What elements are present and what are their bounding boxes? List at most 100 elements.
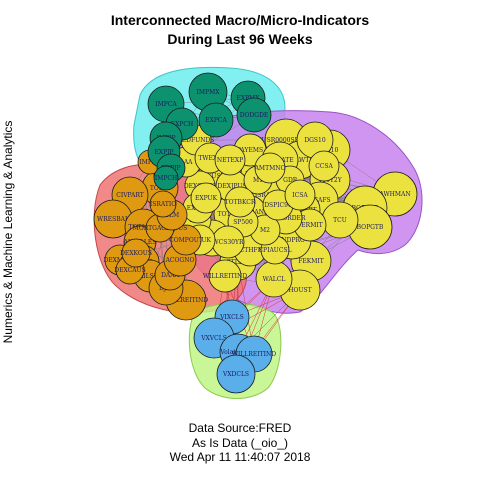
node-yellow-label: PERMIT	[297, 222, 322, 229]
node-teal-label: IMPMX	[197, 89, 221, 96]
node-teal-label: IMPCH	[155, 175, 177, 182]
node-orange-circle	[149, 190, 177, 218]
node-orange-circle	[170, 224, 202, 256]
node-yellow-label: WALCL	[263, 276, 286, 283]
node-orange-label: RETAILSMNSA	[126, 273, 174, 280]
node-yellow-label: DCOILWTICO	[279, 157, 321, 164]
node-teal-circle	[236, 97, 272, 133]
node-yellow: TOTBKCR	[224, 186, 256, 218]
node-teal: IMPMX	[188, 72, 228, 112]
node-teal-label: DODGDE	[240, 112, 269, 119]
footer-timestamp: Wed Apr 11 11:40:07 2018	[169, 450, 311, 464]
node-yellow-label: STLFSI	[227, 259, 250, 266]
node-orange-label: DEXKOUS	[120, 250, 152, 257]
node-teal-label: EXPMX	[236, 95, 260, 102]
node-yellow-label: AMTMNO	[254, 165, 286, 172]
node-orange-label: IMPFR	[139, 159, 161, 166]
node-yellow-circle	[190, 182, 222, 214]
node-orange-label: DAAA	[161, 272, 179, 279]
node-yellow-circle	[254, 152, 286, 184]
node-orange-label: SLM	[165, 212, 179, 219]
node-orange: COMPOUT	[169, 224, 203, 256]
node-orange-label: CIVPART	[116, 192, 144, 199]
node-teal-circle	[198, 102, 234, 138]
node-blue-label: VXDCLS	[222, 371, 249, 378]
node-yellow-label: WILLREITIND	[203, 273, 247, 280]
node-yellow-circle	[224, 186, 256, 218]
node-yellow-label: INDPRO	[279, 237, 305, 244]
node-blue: VXDCLS	[216, 354, 256, 394]
node-teal: DODGDE	[236, 97, 272, 133]
node-yellow-label: DEXJPUS	[218, 183, 247, 190]
node-yellow: AMTMNO	[254, 152, 286, 184]
footer-source: Data Source:FRED	[188, 421, 292, 435]
node-orange-label: WILLREITIND	[164, 297, 208, 304]
node-orange-label: ISRATIO	[150, 201, 176, 208]
node-yellow-label: HOUST	[288, 287, 311, 294]
node-orange-label: MORTGAGE15US	[133, 225, 188, 232]
node-yellow-label: NEWORDER	[267, 215, 306, 222]
figure-title-line2: During Last 96 Weeks	[167, 31, 313, 47]
node-teal: EXPCA	[198, 102, 234, 138]
node-yellow-label: DSPIC96	[264, 202, 292, 209]
node-yellow-label: DEXUSEU	[198, 173, 230, 180]
node-orange-label: ACOGNO	[165, 257, 195, 264]
node-teal-label: IMPCA	[155, 101, 177, 108]
node-yellow-circle	[284, 179, 316, 211]
node-orange-label: COMPOUT	[169, 237, 203, 244]
node-yellow-label: SP500	[233, 219, 253, 226]
node-yellow-label: NETEXP	[217, 157, 243, 164]
node-orange-circle	[121, 238, 151, 268]
node-yellow-label: M1	[253, 177, 263, 184]
node-yellow: WCS30YR	[211, 225, 245, 259]
node-yellow-label: WCS30YR	[213, 239, 244, 246]
footer-note: As Is Data (_oio_)	[191, 436, 289, 450]
node-yellow-label: BOPGTB	[357, 224, 384, 231]
node-yellow-label: DTCTHFNM	[231, 247, 269, 254]
node-yellow-label: T10Y2Y	[318, 177, 342, 184]
node-yellow: WILLREITIND	[203, 259, 247, 293]
node-yellow: NETEXP	[214, 144, 246, 176]
node-yellow-label: FEDFUNDS	[178, 137, 215, 144]
node-yellow-label: TCU	[333, 217, 347, 224]
figure-title-line1: Interconnected Macro/Micro-Indicators	[110, 12, 370, 28]
node-yellow-label: RSAFS	[309, 197, 330, 204]
node-teal-circle	[153, 165, 179, 191]
node-yellow-label: GDP	[283, 177, 297, 184]
node-yellow: EXPUK	[190, 182, 222, 214]
node-yellow-label: TOTBKCR	[225, 199, 256, 206]
node-yellow: TCU	[321, 201, 359, 239]
node-yellow: ICSA	[284, 179, 316, 211]
node-yellow: WALCL	[255, 260, 293, 298]
node-yellow-label: CPIAUCSL	[258, 247, 291, 254]
node-yellow-label: EXPUK	[195, 195, 218, 202]
node-yellow-circle	[214, 144, 246, 176]
graph-nodes: AWHMANBOPGTBBOPGTBCUSR0000SETB01FEKMITHO…	[93, 72, 418, 394]
node-yellow-label: M2	[260, 227, 270, 234]
node-orange: DEXKOUS	[120, 238, 152, 268]
node-yellow-label: AAA	[179, 159, 194, 166]
node-yellow-label: CUSR0000SETB01	[257, 137, 315, 144]
node-blue-label: VXVCLS	[200, 335, 227, 342]
node-teal-label: EXPCH	[171, 121, 194, 128]
node-blue-label: VIXCLS	[219, 314, 244, 321]
node-yellow-circle	[208, 259, 242, 293]
node-teal-label: EXPCA	[205, 117, 227, 124]
node-orange-label: WRESBAL	[97, 216, 129, 223]
node-yellow-label: PAYEMS	[237, 147, 263, 154]
node-teal: IMPCH	[153, 165, 179, 191]
node-orange: ISRATIO	[149, 190, 177, 218]
node-yellow-label: CCSA	[315, 163, 333, 170]
node-yellow-circle	[308, 150, 340, 182]
node-teal-label: EXPJP	[154, 149, 173, 156]
node-yellow-label: PSAVERT	[287, 207, 316, 214]
node-yellow-label: DGS10	[304, 137, 326, 144]
node-orange-label: DEXCAUS	[114, 267, 145, 274]
node-blue-label: WILLREITIND	[232, 351, 276, 358]
node-yellow-label: FEKMIT	[298, 258, 324, 265]
node-blue-circle	[216, 354, 256, 394]
node-yellow: CCSA	[308, 150, 340, 182]
node-yellow-label: ICSA	[292, 192, 308, 199]
